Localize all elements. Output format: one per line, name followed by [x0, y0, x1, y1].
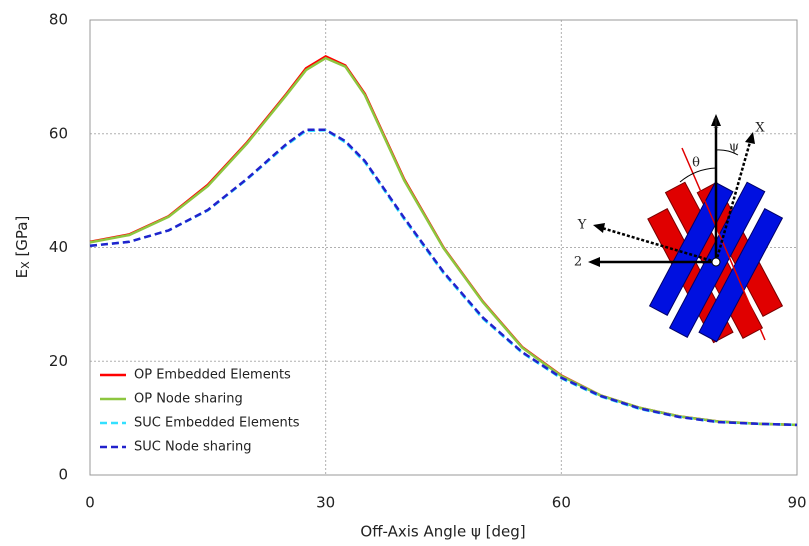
legend-label: SUC Embedded Elements [134, 416, 300, 431]
series-line [89, 128, 798, 427]
legend: OP Embedded Elements OP Node sharing SUC E… [100, 368, 300, 455]
y-tick-label: 80 [49, 11, 68, 29]
y-tick-label: 40 [49, 238, 68, 256]
y-tick-label: 0 [58, 466, 68, 484]
y-axis-label-main: E [13, 269, 31, 278]
y-tick-label: 60 [49, 124, 68, 142]
x-tick-label: 30 [316, 494, 335, 512]
x-tick-label: 0 [85, 494, 95, 512]
axis-x-label: X [755, 121, 765, 136]
axis-1-label: 1 [712, 117, 720, 132]
y-axis-label-unit: [GPa] [13, 216, 31, 262]
x-tick-label: 60 [552, 494, 571, 512]
axis-y-label: Y [577, 218, 587, 233]
theta-label: θ [692, 156, 700, 171]
x-tick-label: 90 [787, 494, 806, 512]
plot-frame [89, 19, 798, 476]
legend-label: OP Embedded Elements [134, 368, 291, 383]
y-axis-label: EX [GPa] [13, 216, 33, 279]
y-tick-label: 20 [49, 352, 68, 370]
legend-label: OP Node sharing [134, 392, 243, 407]
psi-label: ψ [729, 140, 739, 155]
axis-2-label: 2 [574, 255, 582, 270]
inset-diagram: 1 2 X Y θ ψ [574, 114, 784, 344]
legend-label: SUC Node sharing [134, 440, 251, 455]
y-axis-label-sub: X [19, 261, 32, 269]
x-axis-label: Off-Axis Angle ψ [deg] [360, 523, 525, 541]
